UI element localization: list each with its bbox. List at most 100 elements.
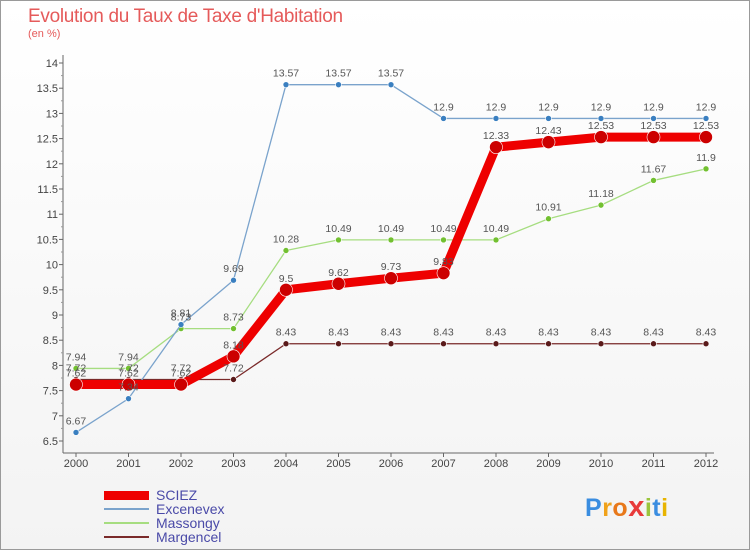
data-point-sciez: [279, 282, 293, 297]
data-label-sciez: 7.62: [171, 368, 192, 380]
chart-title: Evolution du Taux de Taxe d'Habitation: [28, 6, 343, 27]
data-label-sciez: 9.62: [328, 267, 349, 279]
x-tick-label: 2010: [589, 458, 613, 470]
data-label-margencel: 8.43: [276, 327, 297, 339]
data-label-massongy: 7.94: [66, 351, 87, 363]
data-label-margencel: 8.43: [381, 327, 402, 339]
data-label-massongy: 10.49: [378, 223, 404, 235]
x-tick-label: 2000: [64, 458, 88, 470]
data-point-excenevex: [492, 115, 500, 122]
brand-logo: Proxiti: [585, 491, 669, 524]
y-tick-label: 9: [52, 310, 58, 322]
unit-label: (en %): [28, 28, 61, 40]
data-label-sciez: 9.5: [279, 273, 294, 285]
y-tick-label: 7.5: [43, 386, 58, 398]
data-point-massongy: [492, 236, 500, 244]
data-label-massongy: 10.91: [535, 202, 561, 214]
y-tick-label: 8: [52, 360, 58, 372]
x-tick-label: 2009: [536, 458, 560, 470]
data-label-margencel: 8.43: [643, 327, 664, 339]
data-point-massongy: [282, 247, 290, 254]
legend-swatch-massongy: [104, 522, 149, 524]
data-label-excenevex: 9.69: [223, 263, 244, 275]
data-point-excenevex: [230, 276, 237, 284]
data-label-excenevex: 8.81: [171, 308, 192, 320]
logo-letter: i: [661, 494, 669, 522]
logo-letter: x: [628, 491, 645, 523]
data-label-sciez: 12.53: [640, 120, 666, 132]
legend-swatch-sciez: [104, 490, 149, 500]
data-label-excenevex: 6.67: [66, 415, 87, 427]
data-point-massongy: [440, 236, 447, 244]
data-point-excenevex: [335, 81, 342, 88]
data-label-sciez: 8.18: [223, 339, 244, 351]
legend-label-sciez: SCIEZ: [156, 487, 198, 503]
x-tick-label: 2008: [484, 458, 508, 470]
data-label-massongy: 10.28: [273, 233, 299, 245]
data-point-sciez: [174, 377, 188, 392]
data-label-excenevex: 13.57: [378, 68, 404, 80]
y-tick-label: 13.5: [37, 83, 58, 95]
data-label-massongy: 11.18: [588, 188, 614, 200]
data-point-margencel: [650, 340, 657, 348]
data-point-excenevex: [282, 81, 290, 88]
data-label-sciez: 9.83: [433, 256, 454, 268]
data-point-excenevex: [597, 115, 605, 122]
data-point-sciez: [436, 266, 451, 280]
data-label-sciez: 12.53: [588, 120, 614, 132]
data-point-margencel: [492, 340, 500, 348]
axes: 6.5 7 7.5 8 8.5 9 9.5 10 10.5 11 11.5 12 12.5 13 13.5 1…: [37, 55, 718, 470]
y-tick-label: 11: [47, 209, 58, 221]
data-label-sciez: 12.33: [483, 130, 509, 142]
logo-letter: i: [644, 494, 653, 522]
data-point-margencel: [335, 340, 342, 348]
data-label-margencel: 8.43: [486, 327, 507, 339]
data-point-sciez: [489, 140, 503, 154]
data-point-margencel: [282, 340, 290, 348]
data-point-excenevex: [387, 81, 395, 88]
data-label-massongy: 7.94: [118, 351, 139, 363]
legend-label-margencel: Margencel: [156, 529, 222, 545]
data-point-massongy: [72, 365, 80, 372]
logo-letter: o: [612, 494, 629, 522]
data-label-massongy: 8.73: [171, 312, 192, 324]
data-point-margencel: [597, 340, 605, 348]
logo-letter: r: [602, 494, 613, 522]
data-label-massongy: 10.49: [430, 223, 456, 235]
legend-label-excenevex: Excenevex: [156, 501, 225, 517]
x-tick-label: 2011: [642, 458, 666, 470]
data-label-massongy: 11.9: [696, 152, 716, 164]
data-point-massongy: [230, 325, 237, 332]
legend-swatch-excenevex: [104, 508, 149, 510]
data-point-excenevex: [125, 395, 132, 402]
data-label-margencel: 8.43: [433, 327, 454, 339]
data-point-margencel: [545, 340, 552, 348]
data-point-massongy: [335, 236, 342, 244]
data-point-excenevex: [177, 321, 185, 328]
x-tick-label: 2002: [169, 458, 193, 470]
legend-swatch-margencel: [104, 536, 149, 538]
x-tick-label: 2003: [221, 458, 245, 470]
legend-label-massongy: Massongy: [156, 515, 220, 531]
data-point-sciez: [69, 377, 83, 392]
data-label-excenevex: 12.9: [433, 101, 454, 113]
data-label-sciez: 7.62: [118, 368, 139, 380]
data-label-excenevex: 12.9: [696, 101, 717, 113]
data-point-massongy: [125, 365, 132, 372]
x-tick-label: 2007: [431, 458, 455, 470]
data-point-massongy: [545, 215, 552, 223]
data-label-sciez: 12.53: [693, 120, 719, 132]
data-label-excenevex: 13.57: [325, 68, 351, 80]
data-point-massongy: [597, 201, 605, 209]
y-tick-label: 14: [46, 58, 58, 70]
data-point-margencel: [230, 376, 237, 383]
data-label-margencel: 8.43: [696, 327, 717, 339]
data-point-sciez: [699, 130, 713, 144]
y-tick-label: 8.5: [43, 335, 58, 347]
data-label-sciez: 7.62: [66, 368, 87, 380]
data-point-massongy: [387, 236, 395, 244]
data-label-margencel: 8.43: [538, 327, 559, 339]
data-label-excenevex: 13.57: [273, 68, 299, 80]
data-label-excenevex: 12.9: [643, 101, 664, 113]
